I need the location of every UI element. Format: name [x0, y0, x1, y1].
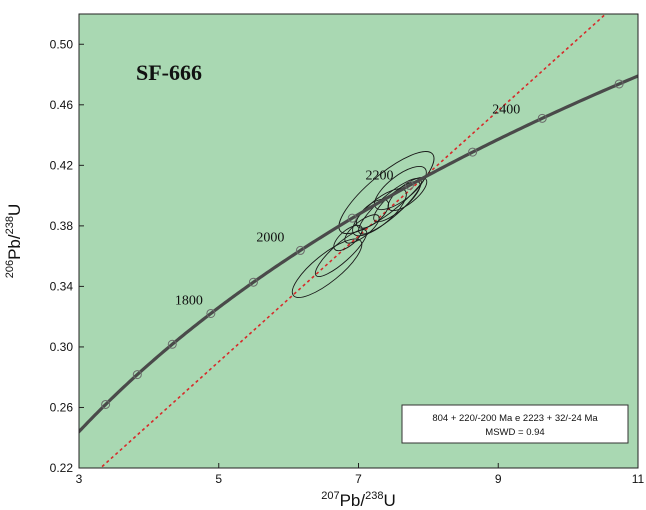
result-mswd-text: MSWD = 0.94: [485, 427, 544, 438]
sample-label: SF-666: [136, 60, 202, 85]
x-axis-title-base1: Pb/: [340, 491, 366, 510]
age-marker-1800: [206, 308, 216, 318]
age-marker-2200: [404, 180, 414, 190]
result-box: 804 + 220/-200 Ma e 2223 + 32/-24 Ma MSW…: [401, 404, 629, 444]
age-label-2000: 2000: [256, 230, 284, 245]
y-axis-title-sup2: 238: [4, 216, 16, 234]
result-box-frame: [401, 404, 629, 444]
age-marker-1900: [248, 277, 258, 287]
x-axis-title: 207Pb/238U: [321, 490, 396, 510]
x-tick-label-3: 3: [76, 472, 83, 486]
error-ellipse-shape: [387, 177, 428, 212]
y-axis-title-base1: Pb/: [5, 234, 24, 260]
age-label-1800: 1800: [175, 293, 203, 308]
y-tick-label-1: 0.26: [50, 400, 74, 414]
y-axis-title-base2: U: [5, 204, 24, 216]
y-tick-label-6: 0.46: [50, 98, 74, 112]
error-ellipse-shape: [333, 224, 363, 252]
age-label-2200: 2200: [365, 168, 393, 183]
tick-layer: 3 5 7 9 11 0.22 0.26 0.30 0.34 0.38 0.42 0.46 0.50: [50, 37, 645, 486]
age-marker-2400: [537, 113, 547, 123]
age-label-layer: 1800 2000 2200 2400: [175, 102, 520, 308]
error-ellipse-4: [344, 214, 380, 244]
error-ellipse-8: [387, 177, 428, 212]
x-tick-label-7: 7: [355, 472, 362, 486]
x-tick-label-11: 11: [632, 472, 645, 486]
error-ellipse-3: [333, 224, 363, 252]
error-ellipse-1: [291, 238, 363, 298]
error-ellipse-10: [338, 151, 435, 235]
concordia-curve: [79, 74, 638, 434]
error-ellipse-shape: [374, 166, 427, 211]
error-ellipse-shape: [291, 238, 363, 298]
y-tick-label-2: 0.30: [50, 340, 74, 354]
y-tick-label-0: 0.22: [50, 461, 74, 475]
y-tick-label-5: 0.42: [50, 158, 74, 172]
x-axis-title-sup2: 238: [365, 490, 383, 502]
y-axis-title-sup1: 206: [4, 260, 16, 278]
error-ellipse-11: [374, 166, 427, 211]
plot-area: 1800 2000 2200 2400 SF-666: [78, 13, 639, 469]
age-label-2400: 2400: [492, 102, 520, 117]
age-marker-2300: [468, 147, 478, 157]
age-marker-1500: [101, 399, 111, 409]
error-ellipse-2: [314, 229, 368, 277]
error-ellipse-shape: [344, 214, 380, 244]
age-marker-2000: [295, 245, 305, 255]
y-tick-label-3: 0.34: [50, 279, 74, 293]
age-marker-2100: [347, 213, 357, 223]
x-tick-label-5: 5: [215, 472, 222, 486]
x-axis-title-base2: U: [383, 491, 395, 510]
error-ellipse-shape: [314, 229, 368, 277]
x-tick-label-9: 9: [495, 472, 502, 486]
y-tick-label-4: 0.38: [50, 219, 74, 233]
result-age-text: 804 + 220/-200 Ma e 2223 + 32/-24 Ma: [432, 413, 598, 424]
x-axis-title-sup1: 207: [321, 490, 339, 502]
age-marker-1700: [167, 339, 177, 349]
age-marker-2500: [614, 79, 624, 89]
concordia-layer: [79, 74, 638, 434]
y-axis-title: 206Pb/238U: [4, 204, 24, 279]
plot-background: [79, 14, 638, 468]
age-marker-1600: [132, 370, 142, 380]
error-ellipse-shape: [338, 151, 435, 235]
y-tick-label-7: 0.50: [50, 37, 74, 51]
